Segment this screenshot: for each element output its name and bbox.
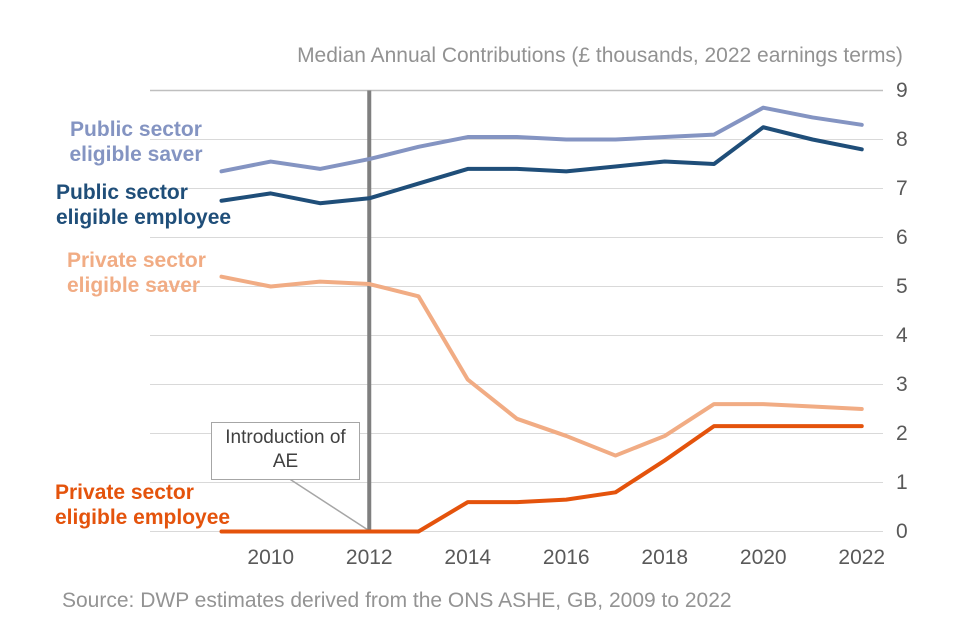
label-public-sector-eligible-employee: Public sector eligible employee <box>56 181 232 229</box>
chart-title: Median Annual Contributions (£ thousands… <box>297 44 903 67</box>
y-tick-5: 5 <box>896 274 908 298</box>
series-lines <box>219 105 864 534</box>
x-tick-2010: 2010 <box>247 546 295 569</box>
y-tick-6: 6 <box>896 225 908 249</box>
annotation-leader-line <box>284 475 368 531</box>
label-private-sector-eligible-saver: Private sector eligible saver <box>67 249 206 297</box>
ae-marker-layer <box>284 90 372 532</box>
ae-annotation-box: Introduction of AE <box>211 422 360 480</box>
y-tick-9: 9 <box>896 78 908 102</box>
y-tick-2: 2 <box>896 421 908 445</box>
x-tick-2022: 2022 <box>838 546 886 569</box>
x-tick-2020: 2020 <box>739 546 787 569</box>
y-tick-3: 3 <box>896 372 908 396</box>
series-line-public-sector-eligible-saver <box>219 105 864 174</box>
series-line-public-sector-eligible-employee <box>219 125 864 206</box>
label-private-sector-eligible-employee: Private sector eligible employee <box>55 481 231 529</box>
x-tick-2012: 2012 <box>345 546 393 569</box>
series-line-private-sector-eligible-saver <box>219 274 864 458</box>
label-public-sector-eligible-saver: Public sector eligible saver <box>69 118 203 166</box>
y-tick-1: 1 <box>896 470 908 494</box>
series-line-private-sector-eligible-employee <box>219 424 864 534</box>
y-tick-0: 0 <box>896 519 908 543</box>
y-tick-4: 4 <box>896 323 908 347</box>
source-note: Source: DWP estimates derived from the O… <box>62 589 732 612</box>
y-tick-7: 7 <box>896 176 908 200</box>
x-tick-2014: 2014 <box>444 546 492 569</box>
y-tick-8: 8 <box>896 127 908 151</box>
x-tick-2016: 2016 <box>542 546 590 569</box>
x-tick-2018: 2018 <box>641 546 689 569</box>
